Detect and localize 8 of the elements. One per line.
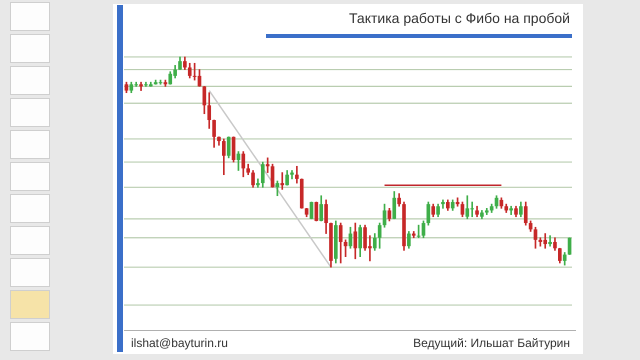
chart-title: Тактика работы с Фибо на пробой (349, 10, 570, 26)
candlestick (456, 197, 460, 207)
candlestick (344, 240, 348, 258)
text: ilshat@bayturin.ru (131, 336, 228, 350)
text: Ведущий: Ильшат Байтурин (413, 336, 570, 350)
candlestick (441, 200, 445, 209)
candlestick (290, 170, 294, 180)
candlestick (139, 82, 143, 91)
